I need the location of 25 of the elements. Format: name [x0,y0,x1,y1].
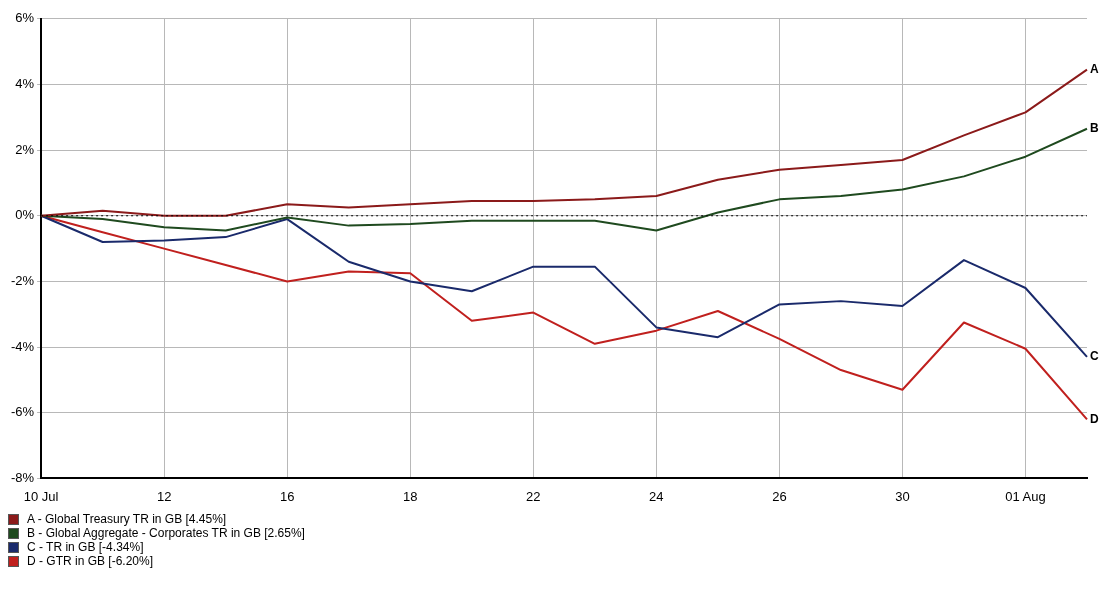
y-tick-label: 6% [15,10,35,26]
y-tick-label: -2% [10,273,35,289]
x-tick-label: 16 [279,488,295,504]
x-tick-label: 24 [649,488,664,504]
y-tick-label: -6% [10,404,35,420]
x-tick-label: 30 [895,488,910,504]
text: C [1090,349,1099,364]
x-tick-label: 22 [526,488,541,504]
y-tick-label: -8% [10,469,35,485]
x-tick-label: 01 Aug [1005,488,1046,504]
legend-label: D - GTR in GB [-6.20%] [27,554,154,568]
x-tick-label: 12 [156,488,172,504]
y-tick-label: -4% [10,338,35,354]
legend-label: C - TR in GB [-4.34%] [27,540,144,554]
x-tick-label: 18 [403,488,418,504]
legend-label: B - Global Aggregate - Corporates TR in GB [2.65%] [27,526,305,540]
y-tick-label: 0% [15,207,35,223]
x-tick-label: 26 [772,488,787,504]
text: A [1090,62,1099,76]
text: D [1090,411,1099,426]
x-tick-label: 10 Jul [23,488,59,504]
text: B [1090,121,1099,136]
y-tick-label: 4% [15,76,35,92]
y-tick-label: 2% [15,141,35,157]
legend-label: A - Global Treasury TR in GB [4.45%] [27,512,227,526]
